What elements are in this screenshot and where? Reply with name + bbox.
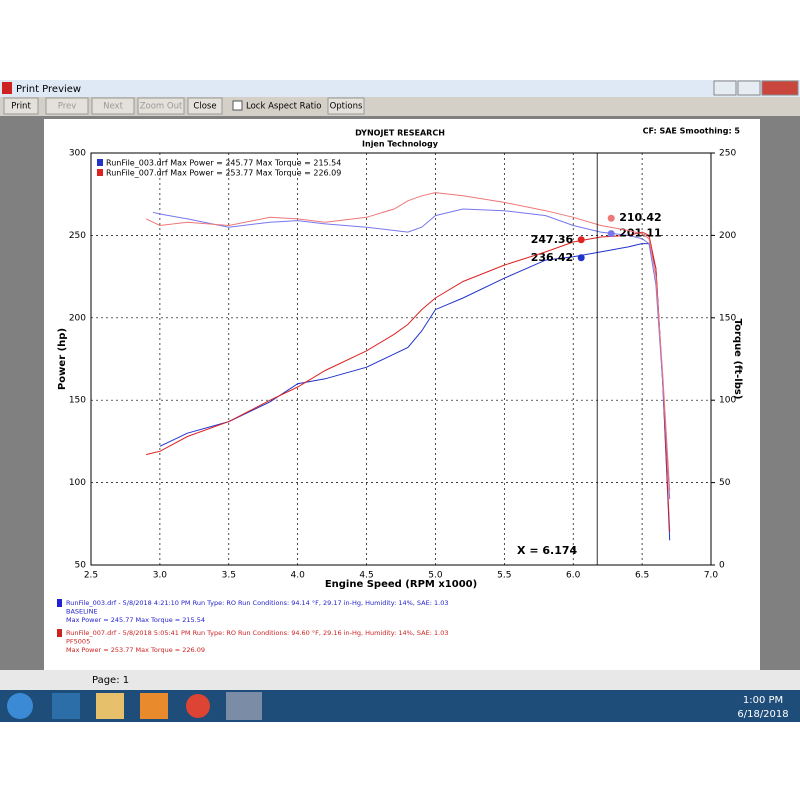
page xyxy=(44,119,760,670)
x-tick-label: 6.0 xyxy=(566,571,581,581)
media-icon[interactable] xyxy=(140,693,168,719)
toolbar-button xyxy=(45,97,89,115)
clock-time: 1:00 PM xyxy=(743,695,783,706)
clock-date: 6/18/2018 xyxy=(737,709,788,720)
start-button[interactable] xyxy=(7,693,33,719)
dynojet-icon[interactable] xyxy=(226,692,262,720)
report-settings: CF: SAE Smoothing: 5 xyxy=(643,127,741,136)
explorer-icon[interactable] xyxy=(96,693,124,719)
minimize-button[interactable] xyxy=(713,80,737,96)
y-tick-label: 200 xyxy=(69,313,86,323)
series-line xyxy=(152,208,671,500)
checkbox[interactable] xyxy=(232,100,243,111)
y-axis-label: Power (hp) xyxy=(57,328,68,390)
report-header: DYNOJET RESEARCH xyxy=(355,129,445,138)
x-axis-label: Engine Speed (RPM x1000) xyxy=(325,579,477,590)
close-window-button[interactable] xyxy=(761,80,799,96)
legend-swatch xyxy=(97,159,103,166)
page-indicator: Page: 1 xyxy=(92,675,129,686)
y-tick-label: 300 xyxy=(69,149,86,159)
cursor-readout-dot xyxy=(577,254,585,262)
x-tick-label: 4.5 xyxy=(359,571,373,581)
y2-tick-label: 150 xyxy=(719,313,736,323)
toolbar-button[interactable] xyxy=(187,97,223,115)
y-tick-label: 100 xyxy=(69,478,86,488)
toolbar-button[interactable] xyxy=(327,97,365,115)
toolbar-label: Close xyxy=(193,102,216,112)
window-title: Print Preview xyxy=(16,84,81,95)
legend-entry: RunFile_003.drf Max Power = 245.77 Max T… xyxy=(106,159,341,168)
taskbar xyxy=(0,690,800,722)
x-tick-label: 5.0 xyxy=(428,571,443,581)
toolbar-label: Prev xyxy=(58,102,77,112)
maximize-button[interactable] xyxy=(737,80,761,96)
series-line xyxy=(145,192,671,491)
y-tick-label: 150 xyxy=(69,396,86,406)
y-tick-label: 250 xyxy=(69,231,86,241)
cursor-readout-dot xyxy=(607,230,615,238)
run-info: RunFile_003.drf - 5/8/2018 4:21:10 PM Ru… xyxy=(66,599,448,607)
y2-tick-label: 0 xyxy=(719,561,725,571)
toolbar-label: Next xyxy=(103,102,123,112)
toolbar-button[interactable] xyxy=(3,97,39,115)
y2-tick-label: 250 xyxy=(719,149,736,159)
x-tick-label: 6.5 xyxy=(635,571,649,581)
cursor-readout: 247.36 xyxy=(531,233,574,246)
y2-axis-label: Torque (ft-lbs) xyxy=(732,319,743,400)
x-tick-label: 5.5 xyxy=(497,571,511,581)
run-info: PF5005 xyxy=(66,638,90,646)
status-bar xyxy=(0,670,800,690)
run-info: BASELINE xyxy=(66,608,98,616)
run-swatch xyxy=(57,599,62,607)
legend-entry: RunFile_007.drf Max Power = 253.77 Max T… xyxy=(106,169,341,178)
run-info: RunFile_007.drf - 5/8/2018 5:05:41 PM Ru… xyxy=(66,629,448,637)
legend-swatch xyxy=(97,169,103,176)
cursor-label: X = 6.174 xyxy=(517,544,577,557)
report-subheader: Injen Technology xyxy=(362,140,439,149)
toolbar-label: Print xyxy=(11,102,31,112)
series-line xyxy=(159,243,671,541)
x-tick-label: 7.0 xyxy=(704,571,719,581)
toolbar-label: Lock Aspect Ratio xyxy=(246,102,321,112)
y2-tick-label: 50 xyxy=(719,478,731,488)
y-tick-label: 50 xyxy=(75,561,87,571)
x-tick-label: 3.0 xyxy=(153,571,168,581)
toolbar: Print Prev Next Zoom Out Close Lock Aspect Ra… xyxy=(3,97,365,115)
cursor-readout-dot xyxy=(577,236,585,244)
y2-tick-label: 100 xyxy=(719,396,736,406)
toolbar-button xyxy=(137,97,185,115)
x-tick-label: 2.5 xyxy=(84,571,98,581)
cursor-readout: 236.42 xyxy=(531,251,573,264)
chrome-icon[interactable] xyxy=(186,694,210,718)
ie-icon[interactable] xyxy=(52,693,80,719)
y2-tick-label: 200 xyxy=(719,231,736,241)
toolbar-button xyxy=(91,97,135,115)
x-tick-label: 4.0 xyxy=(291,571,306,581)
series-line xyxy=(145,231,671,533)
run-swatch xyxy=(57,629,62,637)
cursor-readout: 210.42 xyxy=(619,211,661,224)
app-icon xyxy=(2,82,12,94)
run-info: Max Power = 253.77 Max Torque = 226.09 xyxy=(66,646,205,654)
toolbar-label: Zoom Out xyxy=(140,102,183,112)
cursor-readout-dot xyxy=(607,214,615,222)
title-bar xyxy=(0,80,800,97)
x-tick-label: 3.5 xyxy=(222,571,236,581)
chart: 2.5 3.0 3.5 4.0 4.5 5.0 5.5 6.0 6.5 7.0 50 100 150 20… xyxy=(57,149,743,654)
toolbar-label: Options xyxy=(330,102,363,112)
run-info: Max Power = 245.77 Max Torque = 215.54 xyxy=(66,616,205,624)
